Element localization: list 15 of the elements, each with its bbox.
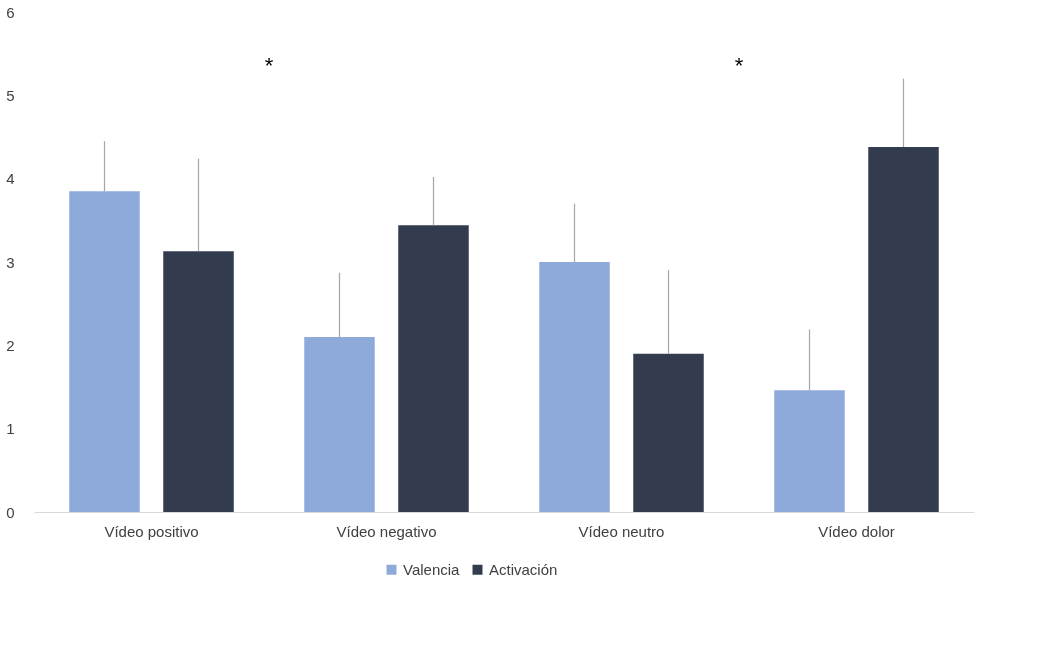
x-tick-label: Vídeo negativo: [336, 522, 437, 540]
x-tick-label: Vídeo neutro: [578, 522, 665, 540]
x-tick-label: Vídeo dolor: [818, 522, 895, 540]
y-tick-label: 0: [6, 503, 15, 521]
x-tick-label: Vídeo positivo: [104, 522, 199, 540]
legend-label: Activación: [489, 560, 558, 578]
y-tick-label: 4: [6, 170, 15, 188]
annotation: *: [734, 53, 744, 79]
y-tick-label: 3: [6, 253, 15, 271]
annotation: *: [264, 53, 274, 79]
y-tick-label: 6: [6, 3, 15, 21]
y-tick-label: 1: [6, 420, 15, 438]
y-tick-label: 2: [6, 336, 15, 354]
y-tick-label: 5: [6, 86, 15, 104]
legend-label: Valencia: [403, 560, 461, 578]
